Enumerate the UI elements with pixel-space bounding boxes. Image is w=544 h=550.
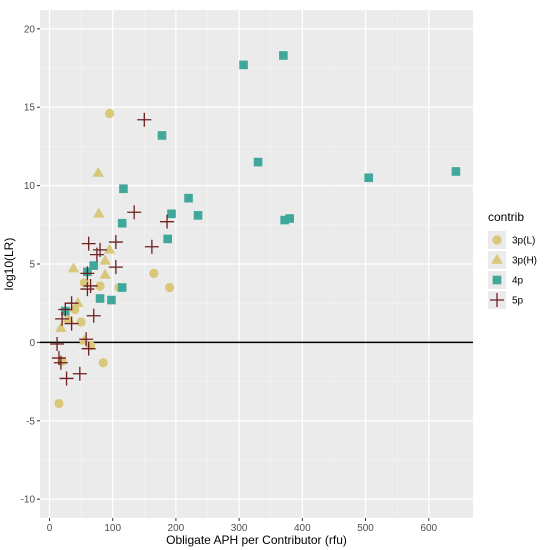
point-4p [119, 184, 128, 194]
point-5p [81, 236, 96, 251]
y-tick-label: 5 [29, 260, 35, 271]
point-3p-l [57, 356, 67, 366]
legend-marker-5p [490, 293, 504, 307]
y-tick-label: -10 [21, 495, 36, 506]
point-3p-h [103, 243, 116, 254]
point-4p [193, 211, 203, 220]
point-4p [157, 131, 167, 140]
point-4p [364, 173, 374, 183]
point-5p [79, 332, 94, 347]
y-tick-label: 0 [29, 338, 35, 349]
point-5p [86, 308, 101, 323]
point-4p [95, 294, 105, 303]
point-3p-l [79, 278, 89, 288]
point-5p [83, 278, 98, 293]
x-axis-ticks: 0 100 200 300 400 500 600 [47, 518, 438, 534]
data-points [50, 51, 461, 409]
legend-label: 3p(L) [512, 236, 535, 247]
point-5p [160, 214, 175, 229]
x-tick-label: 600 [420, 523, 437, 534]
point-4p [89, 261, 99, 270]
point-4p [280, 215, 289, 225]
legend-label: 4p [512, 276, 524, 287]
point-5p [80, 282, 95, 297]
point-3p-h [92, 166, 104, 177]
x-tick-label: 400 [294, 523, 311, 534]
legend-label: 5p [512, 296, 524, 307]
point-3p-h [99, 254, 111, 265]
legend-marker-3p-l [492, 235, 502, 245]
point-5p [127, 205, 142, 220]
point-5p [64, 296, 79, 311]
y-tick-label: 10 [24, 181, 36, 192]
point-4p [279, 51, 288, 60]
point-3p-l [70, 304, 80, 315]
point-4p [117, 218, 127, 228]
point-4p [117, 283, 127, 292]
legend-label: 3p(H) [512, 256, 537, 267]
point-5p [53, 355, 68, 370]
point-3p-l [98, 358, 108, 368]
point-3p-h [72, 296, 84, 307]
point-3p-h [55, 322, 67, 333]
x-tick-label: 300 [231, 523, 248, 534]
legend-marker-3p-h [491, 253, 503, 264]
point-5p [108, 235, 123, 250]
point-4p [253, 157, 263, 167]
y-tick-label: 20 [24, 24, 36, 35]
point-3p-h [93, 207, 105, 218]
point-4p [285, 214, 294, 223]
point-4p [107, 295, 116, 305]
point-3p-l [149, 268, 159, 279]
point-5p [144, 239, 159, 254]
legend: 3p(L) 3p(H) 4p 5p [488, 231, 537, 309]
point-5p [50, 336, 65, 351]
point-3p-h [67, 262, 80, 273]
point-3p-l [104, 108, 115, 119]
point-5p [72, 366, 87, 381]
y-tick-label: 15 [24, 103, 36, 114]
legend-marker-4p [492, 275, 502, 285]
point-4p [184, 193, 193, 203]
point-3p-l [95, 281, 105, 291]
y-tick-label: -5 [26, 416, 35, 427]
point-5p [81, 341, 96, 356]
point-4p [167, 209, 176, 219]
point-3p-h [99, 268, 111, 279]
point-3p-l [164, 282, 175, 293]
x-axis-title: Obligate APH per Contributor (rfu) [166, 533, 347, 547]
y-axis-ticks: -10 -5 0 5 10 15 20 [21, 24, 40, 506]
point-4p [451, 167, 461, 176]
point-5p [80, 266, 95, 281]
y-axis-title: log10(LR) [2, 238, 16, 291]
point-4p [239, 60, 248, 70]
x-tick-label: 0 [47, 523, 53, 534]
point-5p [55, 311, 70, 326]
legend-title: contrib [488, 210, 524, 224]
point-5p [64, 316, 79, 331]
point-4p [163, 234, 172, 244]
point-3p-l [54, 398, 64, 409]
point-3p-l [76, 317, 86, 327]
x-tick-label: 100 [104, 523, 121, 534]
point-5p [137, 112, 152, 127]
point-5p [59, 371, 74, 386]
x-tick-label: 500 [357, 523, 374, 534]
point-5p [89, 247, 104, 262]
x-tick-label: 200 [168, 523, 185, 534]
point-5p [58, 302, 73, 317]
point-5p [108, 260, 123, 275]
